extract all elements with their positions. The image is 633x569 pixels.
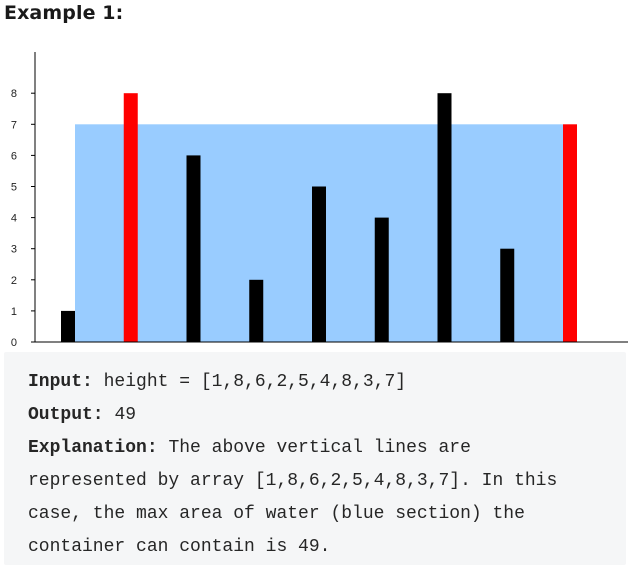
y-tick-label: 5 <box>11 182 17 194</box>
y-tick-label: 2 <box>11 275 17 287</box>
y-tick-label: 0 <box>11 337 17 349</box>
output-value: 49 <box>114 405 137 425</box>
bars-layer <box>61 93 577 342</box>
height-bar <box>500 248 515 342</box>
y-tick-label: 4 <box>11 213 17 225</box>
height-bar <box>437 93 452 342</box>
explanation-line-1: Explanation: The above vertical lines ar… <box>28 438 471 458</box>
axes-layer <box>34 52 628 343</box>
output-line: Output: 49 <box>28 405 136 425</box>
input-label: Input: <box>28 372 93 392</box>
example-code-block: Input: height = [1,8,6,2,5,4,8,3,7] Outp… <box>4 352 626 565</box>
container-wall-bar <box>563 124 577 342</box>
y-tick-label: 8 <box>11 88 17 100</box>
y-tick-label: 6 <box>11 150 17 162</box>
height-bar <box>61 310 75 342</box>
water-container-chart: 0 1 2 3 4 5 6 7 8 <box>11 52 628 349</box>
output-label: Output: <box>28 405 104 425</box>
input-line: Input: height = [1,8,6,2,5,4,8,3,7] <box>28 372 406 392</box>
height-bar <box>312 186 326 342</box>
y-tick-label: 3 <box>11 244 17 256</box>
explanation-line-4: container can contain is 49. <box>28 537 331 557</box>
y-ticks-layer: 0 1 2 3 4 5 6 7 8 <box>11 88 35 349</box>
y-tick-label: 1 <box>11 306 17 318</box>
container-wall-bar <box>123 93 138 342</box>
height-bar <box>186 155 201 342</box>
explanation-line-3: case, the max area of water (blue sectio… <box>28 504 525 524</box>
explanation-label: Explanation: <box>28 438 158 458</box>
example-heading: Example 1: <box>4 2 124 24</box>
y-tick-label: 7 <box>11 119 17 131</box>
explanation-line-2: represented by array [1,8,6,2,5,4,8,3,7]… <box>28 471 558 491</box>
height-bar <box>374 217 389 342</box>
height-bar <box>249 279 264 342</box>
explanation-text-1: The above vertical lines are <box>168 438 471 458</box>
input-value: height = [1,8,6,2,5,4,8,3,7] <box>103 372 407 392</box>
